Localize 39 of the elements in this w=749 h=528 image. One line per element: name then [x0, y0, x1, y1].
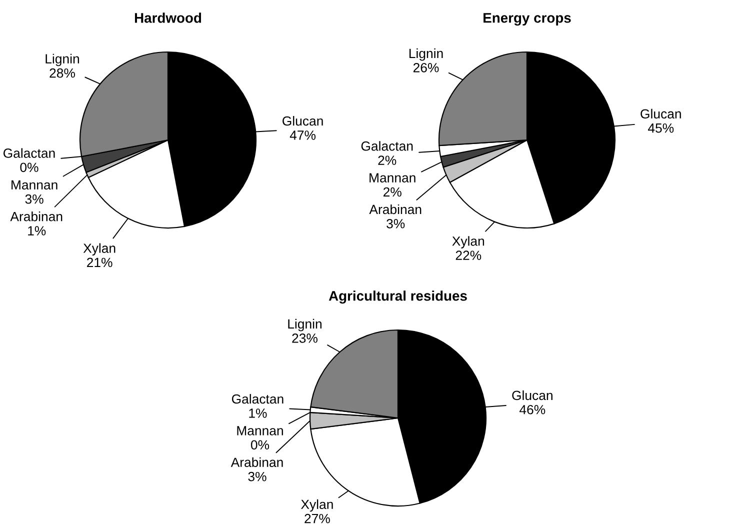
- slice-label: Galactan: [361, 141, 413, 151]
- slice-label: Galactan: [232, 394, 284, 404]
- data-label: 28%: [50, 68, 75, 78]
- data-label: 2%: [378, 156, 396, 165]
- slice-label: Lignin: [46, 54, 79, 66]
- data-label: 23%: [292, 333, 318, 343]
- chart-title: Energy crops: [484, 13, 571, 26]
- slice-label: Mannan: [12, 180, 58, 190]
- data-label: 3%: [25, 194, 44, 204]
- chart-title: Hardwood: [134, 12, 202, 23]
- chart-title: Agricultural residues: [328, 290, 467, 304]
- slice-label: Arabinan: [369, 204, 422, 214]
- slice-label: Glucan: [640, 108, 681, 119]
- slice-label: Lignin: [288, 318, 322, 332]
- slice-label: Mannan: [370, 173, 416, 182]
- data-label: 26%: [413, 62, 439, 72]
- slice-label: Xylan: [83, 243, 116, 256]
- legend-label: Galactan: [3, 148, 55, 158]
- slice-label: Arabinan: [10, 212, 62, 222]
- slice-label: Lignin: [409, 48, 443, 61]
- data-label: 1%: [28, 226, 46, 236]
- data-label: 22%: [456, 250, 482, 260]
- category-label: Mannan: [237, 426, 283, 436]
- data-label: 1%: [249, 408, 267, 418]
- data-label: 2%: [383, 187, 402, 197]
- data-label: 3%: [248, 472, 266, 482]
- data-label: 21%: [87, 258, 112, 268]
- text: 0%: [20, 162, 38, 172]
- slice-label: Glucan: [282, 116, 323, 126]
- data-label: 3%: [386, 219, 405, 228]
- data-label: 47%: [290, 130, 316, 140]
- slice-label: Arabinan: [230, 457, 283, 468]
- data-label: 27%: [304, 514, 330, 524]
- slice-label: Glucan: [512, 390, 552, 400]
- data-label: 45%: [648, 123, 674, 133]
- slice-label: Xylan: [300, 499, 333, 512]
- data-label: 46%: [520, 404, 546, 414]
- text: 0%: [250, 440, 270, 450]
- slice-label: Xylan: [452, 236, 484, 248]
